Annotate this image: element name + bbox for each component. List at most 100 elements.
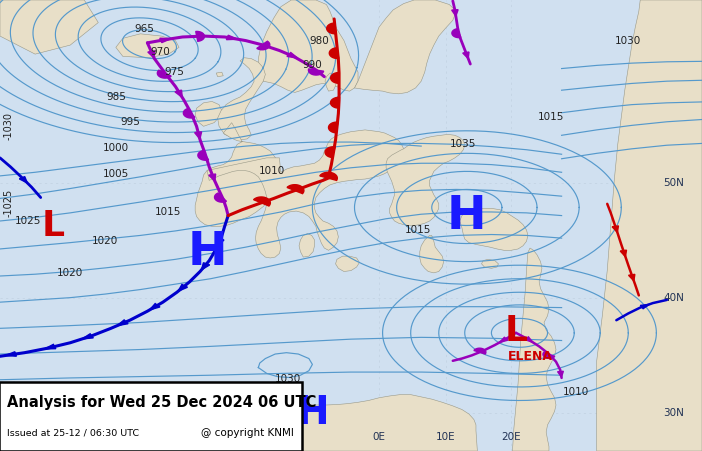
Polygon shape bbox=[194, 132, 201, 139]
Polygon shape bbox=[198, 151, 208, 160]
Polygon shape bbox=[628, 274, 635, 281]
Text: 1005: 1005 bbox=[102, 169, 129, 179]
Polygon shape bbox=[148, 51, 154, 58]
Polygon shape bbox=[196, 32, 204, 41]
Polygon shape bbox=[463, 52, 469, 59]
Polygon shape bbox=[500, 337, 508, 342]
Polygon shape bbox=[253, 197, 270, 206]
Polygon shape bbox=[320, 172, 337, 180]
Polygon shape bbox=[201, 263, 210, 270]
Polygon shape bbox=[216, 72, 223, 77]
Polygon shape bbox=[157, 70, 171, 78]
Polygon shape bbox=[227, 35, 238, 40]
Polygon shape bbox=[386, 134, 465, 226]
Text: -1025: -1025 bbox=[4, 189, 13, 217]
Text: ELENA: ELENA bbox=[508, 350, 552, 363]
Polygon shape bbox=[329, 122, 338, 133]
Polygon shape bbox=[160, 38, 171, 43]
Text: 985: 985 bbox=[106, 92, 126, 102]
Text: H: H bbox=[296, 394, 329, 432]
Text: -1030: -1030 bbox=[4, 112, 13, 140]
Polygon shape bbox=[207, 130, 404, 258]
Polygon shape bbox=[82, 334, 93, 339]
Text: 10E: 10E bbox=[436, 432, 456, 442]
Polygon shape bbox=[287, 53, 298, 58]
Text: 975: 975 bbox=[164, 67, 184, 77]
Text: 965: 965 bbox=[134, 24, 154, 34]
Text: @ copyright KNMI: @ copyright KNMI bbox=[201, 428, 294, 438]
Polygon shape bbox=[45, 345, 56, 349]
Text: 1025: 1025 bbox=[15, 216, 41, 226]
Polygon shape bbox=[543, 352, 555, 359]
FancyBboxPatch shape bbox=[0, 382, 302, 451]
Polygon shape bbox=[178, 285, 187, 291]
Text: 1015: 1015 bbox=[538, 112, 564, 122]
Text: 990: 990 bbox=[303, 60, 322, 70]
Text: Analysis for Wed 25 Dec 2024 06 UTC: Analysis for Wed 25 Dec 2024 06 UTC bbox=[7, 395, 317, 410]
Polygon shape bbox=[612, 226, 618, 232]
Text: 0E: 0E bbox=[373, 432, 385, 442]
Text: 1030: 1030 bbox=[274, 374, 301, 384]
Text: H: H bbox=[447, 194, 486, 239]
Text: L: L bbox=[41, 208, 64, 243]
Polygon shape bbox=[218, 58, 265, 140]
Polygon shape bbox=[355, 0, 456, 94]
Polygon shape bbox=[512, 248, 556, 451]
Text: 1020: 1020 bbox=[92, 236, 119, 246]
Text: 40N: 40N bbox=[663, 293, 684, 303]
Text: 30N: 30N bbox=[663, 408, 684, 418]
Polygon shape bbox=[482, 259, 498, 268]
Text: H: H bbox=[126, 412, 148, 440]
Polygon shape bbox=[460, 208, 528, 250]
Polygon shape bbox=[640, 304, 649, 308]
Polygon shape bbox=[420, 235, 444, 273]
Polygon shape bbox=[329, 48, 339, 59]
Polygon shape bbox=[183, 395, 477, 451]
Polygon shape bbox=[325, 73, 337, 91]
Polygon shape bbox=[308, 69, 324, 75]
Text: 1035: 1035 bbox=[450, 139, 477, 149]
Polygon shape bbox=[195, 101, 222, 126]
Polygon shape bbox=[620, 250, 626, 257]
Polygon shape bbox=[331, 97, 340, 108]
Polygon shape bbox=[195, 123, 281, 226]
Polygon shape bbox=[474, 348, 486, 354]
Polygon shape bbox=[175, 90, 183, 97]
Polygon shape bbox=[597, 0, 702, 451]
Polygon shape bbox=[451, 9, 458, 16]
Text: 50N: 50N bbox=[663, 178, 684, 188]
Polygon shape bbox=[326, 23, 336, 34]
Polygon shape bbox=[287, 184, 304, 193]
Text: 1020: 1020 bbox=[57, 268, 84, 278]
Text: 20E: 20E bbox=[501, 432, 521, 442]
Polygon shape bbox=[336, 256, 359, 272]
Polygon shape bbox=[117, 320, 128, 326]
Text: 1000: 1000 bbox=[102, 143, 129, 153]
Text: H: H bbox=[187, 230, 227, 275]
Polygon shape bbox=[452, 29, 461, 37]
Text: L: L bbox=[505, 314, 527, 349]
Polygon shape bbox=[331, 73, 339, 83]
Text: 995: 995 bbox=[120, 117, 140, 127]
Polygon shape bbox=[299, 234, 314, 257]
Text: 970: 970 bbox=[150, 47, 170, 57]
Polygon shape bbox=[208, 174, 216, 181]
Polygon shape bbox=[325, 147, 336, 157]
Polygon shape bbox=[217, 239, 224, 246]
Polygon shape bbox=[257, 41, 270, 50]
Polygon shape bbox=[524, 337, 533, 342]
Text: Issued at 25-12 / 06:30 UTC: Issued at 25-12 / 06:30 UTC bbox=[7, 429, 139, 438]
Polygon shape bbox=[557, 371, 564, 377]
Polygon shape bbox=[215, 193, 227, 202]
Polygon shape bbox=[0, 0, 98, 54]
Text: 1015: 1015 bbox=[155, 207, 182, 217]
Text: 1015: 1015 bbox=[404, 225, 431, 235]
Text: 1010: 1010 bbox=[562, 387, 589, 397]
Polygon shape bbox=[258, 0, 358, 92]
Text: 980: 980 bbox=[310, 36, 329, 46]
Polygon shape bbox=[5, 352, 16, 356]
Text: 1030: 1030 bbox=[615, 36, 642, 46]
Text: 1010: 1010 bbox=[259, 166, 286, 176]
Polygon shape bbox=[183, 109, 195, 118]
Polygon shape bbox=[150, 304, 160, 310]
